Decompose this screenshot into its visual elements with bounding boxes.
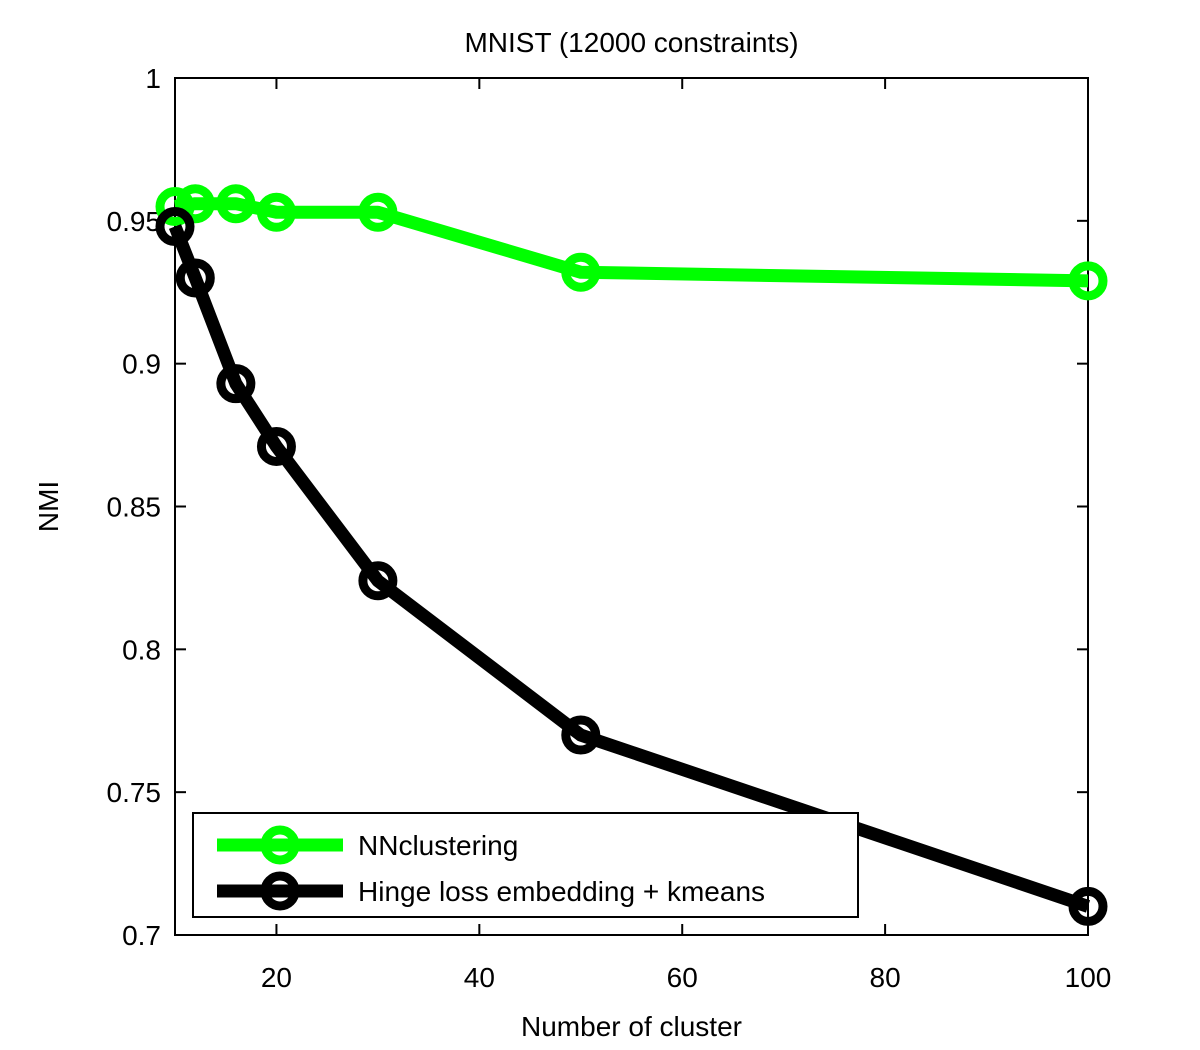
y-tick-label: 0.7 — [122, 920, 161, 951]
y-tick-label: 0.95 — [107, 206, 162, 237]
x-tick-label: 100 — [1065, 962, 1112, 993]
y-tick-label: 0.85 — [107, 492, 162, 523]
legend-swatch-marker — [260, 825, 300, 865]
y-tick-label: 0.75 — [107, 777, 162, 808]
legend-box — [192, 812, 859, 918]
data-point — [155, 187, 195, 227]
chart-title: MNIST (12000 constraints) — [464, 27, 798, 58]
series-line-1 — [168, 224, 1091, 913]
legend-label: NNclustering — [358, 830, 518, 861]
data-point — [155, 207, 195, 247]
legend-label: Hinge loss embedding + kmeans — [358, 876, 765, 907]
data-point — [175, 258, 215, 298]
data-point — [1068, 886, 1108, 926]
data-point — [256, 427, 296, 467]
data-point — [561, 252, 601, 292]
data-point — [358, 561, 398, 601]
x-tick-label: 20 — [261, 962, 292, 993]
legend: NNclustering Hinge loss embedding + kmean… — [192, 812, 859, 918]
x-tick-label: 80 — [870, 962, 901, 993]
x-axis-title: Number of cluster — [521, 1011, 742, 1042]
y-tick-label: 0.8 — [122, 634, 161, 665]
y-tick-label: 0.9 — [122, 349, 161, 380]
data-point — [358, 192, 398, 232]
data-point — [216, 364, 256, 404]
x-tick-label: 40 — [464, 962, 495, 993]
legend-swatch-marker — [260, 871, 300, 911]
y-tick-label: 1 — [145, 63, 161, 94]
data-point — [561, 715, 601, 755]
plot-area: 0.7 0.75 0.8 0.85 0.9 0.95 1 20 40 60 80 100 — [107, 63, 1112, 993]
y-axis-title: NMI — [33, 481, 64, 532]
x-tick-label: 60 — [667, 962, 698, 993]
data-point — [1068, 261, 1108, 301]
series-line-0 — [174, 197, 1089, 288]
data-point — [256, 192, 296, 232]
data-point — [216, 184, 256, 224]
data-point — [175, 184, 215, 224]
